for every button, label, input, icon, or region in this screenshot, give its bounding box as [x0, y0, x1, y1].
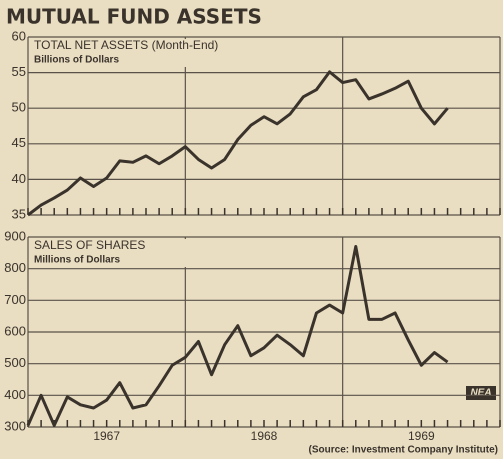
y-tick-label: 45 [12, 135, 26, 150]
chart-title: SALES OF SHARES [34, 238, 145, 252]
y-tick-label: 900 [4, 228, 26, 243]
y-tick-label: 500 [4, 355, 26, 370]
y-tick-label: 600 [4, 323, 26, 338]
source: (Source: Investment Company Institute) [309, 445, 498, 456]
y-tick-label: 700 [4, 292, 26, 307]
y-tick-label: 300 [4, 418, 26, 433]
page-title: MUTUAL FUND ASSETS [6, 5, 262, 29]
background [0, 0, 503, 459]
y-tick-label: 400 [4, 387, 26, 402]
y-tick-label: 50 [12, 100, 26, 115]
chart: MUTUAL FUND ASSETS (Source: Investment C… [0, 0, 503, 459]
chart-title: TOTAL NET ASSETS (Month-End) [34, 38, 218, 52]
y-tick-label: 35 [12, 206, 26, 221]
x-tick-label: 1967 [93, 429, 120, 443]
y-tick-label: 40 [12, 171, 26, 186]
y-tick-label: 800 [4, 260, 26, 275]
x-tick-label: 1968 [251, 429, 278, 443]
x-tick-label: 1969 [408, 429, 435, 443]
chart-subtitle: Millions of Dollars [34, 255, 121, 266]
logo: NEA [470, 388, 491, 399]
y-tick-label: 60 [12, 28, 26, 43]
y-tick-label: 55 [12, 64, 26, 79]
chart-subtitle: Billions of Dollars [34, 55, 119, 66]
